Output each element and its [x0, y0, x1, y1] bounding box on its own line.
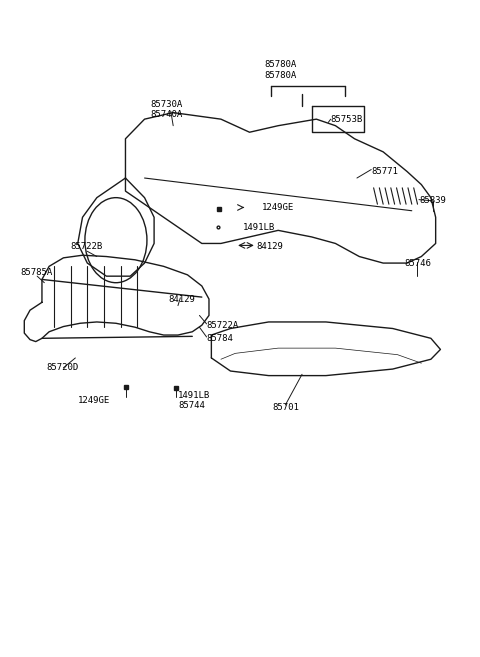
Text: 85722A: 85722A — [206, 321, 239, 330]
Polygon shape — [211, 322, 441, 376]
Text: 1249GE: 1249GE — [78, 396, 110, 405]
Polygon shape — [125, 112, 436, 263]
Text: 1249GE: 1249GE — [262, 203, 294, 212]
Polygon shape — [24, 255, 209, 342]
Text: 1491LB: 1491LB — [242, 223, 275, 232]
Text: 84129: 84129 — [257, 242, 284, 251]
Text: 85784: 85784 — [206, 334, 233, 343]
Text: 85771: 85771 — [371, 167, 398, 176]
Polygon shape — [312, 106, 364, 132]
Text: 85746: 85746 — [405, 259, 432, 267]
Polygon shape — [78, 178, 154, 276]
Text: 84129: 84129 — [168, 294, 195, 304]
Text: 85722B: 85722B — [71, 242, 103, 251]
Text: 85730A
85740A: 85730A 85740A — [150, 100, 182, 119]
Text: 85720D: 85720D — [47, 363, 79, 373]
Text: 1491LB
85744: 1491LB 85744 — [178, 391, 210, 410]
Text: 85839: 85839 — [419, 196, 446, 206]
Text: 85701: 85701 — [272, 403, 299, 411]
Text: 85780A
85780A: 85780A 85780A — [264, 60, 297, 79]
Text: 85785A: 85785A — [21, 269, 53, 277]
Text: 85753B: 85753B — [331, 115, 363, 124]
